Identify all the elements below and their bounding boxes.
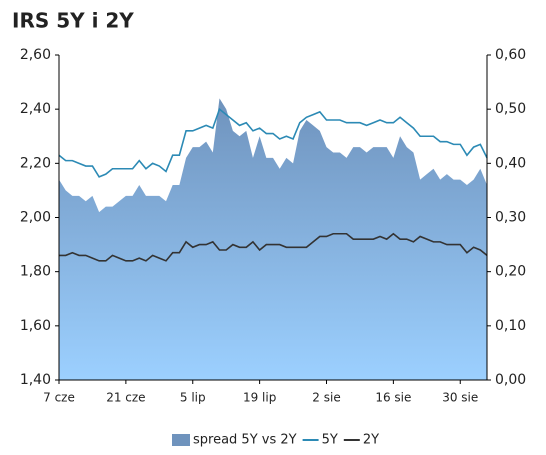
x-tick-label: 2 sie: [312, 391, 340, 405]
x-tick-label: 19 lip: [243, 391, 276, 405]
y2-tick-label: 0,40: [495, 155, 526, 171]
y2-tick-label: 0,30: [495, 210, 526, 226]
y2-tick-label: 0,60: [495, 47, 526, 63]
y-tick-label: 2,20: [20, 155, 51, 171]
legend-label: 2Y: [363, 433, 379, 448]
x-tick-label: 7 cze: [43, 391, 75, 405]
x-tick-label: 16 sie: [375, 391, 411, 405]
y2-tick-label: 0,10: [495, 318, 526, 334]
legend-label: spread 5Y vs 2Y: [193, 433, 297, 448]
line: [59, 232, 488, 262]
area: [59, 98, 487, 380]
y2-tick-label: 0,00: [495, 372, 526, 388]
x-tick-label: 21 cze: [106, 391, 145, 405]
line: [58, 107, 488, 178]
legend-swatch: [172, 434, 190, 446]
y-tick-label: 1,40: [20, 372, 51, 388]
legend-label: 5Y: [322, 433, 338, 448]
y2-tick-label: 0,50: [495, 101, 526, 117]
y-tick-label: 1,60: [20, 318, 51, 334]
chart-title: IRS 5Y i 2Y: [12, 9, 134, 33]
y2-tick-label: 0,20: [495, 264, 526, 280]
x-tick-label: 5 lip: [180, 391, 206, 405]
y-tick-label: 2,00: [20, 210, 51, 226]
y-tick-label: 2,60: [20, 47, 51, 63]
y-tick-label: 2,40: [20, 101, 51, 117]
x-tick-label: 30 sie: [442, 391, 478, 405]
y-tick-label: 1,80: [20, 264, 51, 280]
